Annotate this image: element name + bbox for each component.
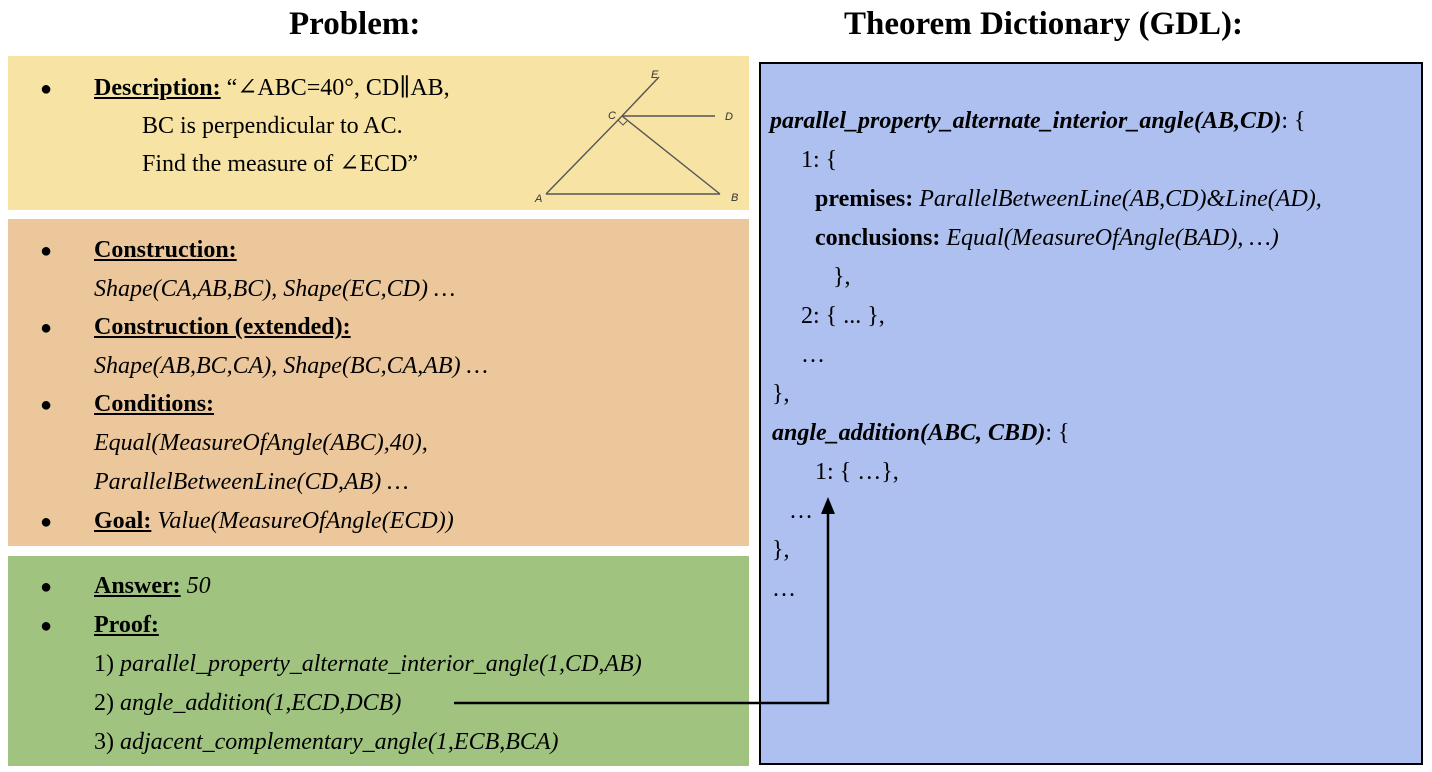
right-angle-mark — [617, 119, 628, 126]
gdl-theorem-2-name: angle_addition(ABC, CBD) — [772, 420, 1046, 446]
gdl-close-t2: }, — [772, 537, 790, 563]
description-line-1: Description: “∠ABC=40°, CD∥AB, — [94, 73, 450, 103]
segment-ce — [621, 76, 660, 117]
proof-step-num: 1) — [94, 651, 114, 677]
point-label-a: A — [534, 193, 542, 205]
proof-step-text: angle_addition(1,ECD,DCB) — [120, 690, 402, 716]
gdl-conclusions-value: Equal(MeasureOfAngle(BAD), …) — [946, 225, 1279, 251]
gdl-premises-line: premises: ParallelBetweenLine(AB,CD)&Lin… — [815, 184, 1322, 214]
gdl-premises-label: premises: — [815, 186, 914, 212]
gdl-panel: parallel_property_alternate_interior_ang… — [759, 62, 1423, 765]
proof-label: Proof: — [94, 612, 159, 638]
gdl-close-t1: }, — [772, 381, 790, 407]
geometry-figure: E C D A B — [534, 69, 738, 205]
point-label-c: C — [608, 110, 616, 122]
point-label-d: D — [725, 111, 733, 123]
gdl-t2-key-1: 1: { …}, — [815, 459, 899, 485]
segment-ac — [545, 115, 623, 195]
construction-label: Construction: — [94, 235, 237, 265]
gdl-theorem-1-name: parallel_property_alternate_interior_ang… — [770, 108, 1282, 134]
problem-heading: Problem: — [289, 6, 421, 42]
description-line-2: BC is perpendicular to AC. — [142, 113, 403, 139]
gdl-conclusions-label: conclusions: — [815, 225, 941, 251]
answer-value: 50 — [186, 573, 211, 599]
bullet-icon: ● — [40, 240, 53, 262]
bullet-icon: ● — [40, 78, 53, 100]
construction-extended-label: Construction (extended): — [94, 312, 351, 342]
proof-step-2: 2) angle_addition(1,ECD,DCB) — [94, 688, 401, 718]
proof-step-text: parallel_property_alternate_interior_ang… — [120, 651, 642, 677]
gdl-t1-key-2: 2: { ... }, — [801, 303, 885, 329]
description-panel: ● Description: “∠ABC=40°, CD∥AB, BC is p… — [8, 56, 749, 210]
conditions-label-text: Conditions: — [94, 391, 215, 417]
gdl-t2-more: … — [789, 498, 813, 524]
proof-step-num: 2) — [94, 690, 114, 716]
point-label-b: B — [731, 192, 738, 204]
gdl-more: … — [772, 576, 796, 602]
gdl-theorem-2-colon: : { — [1045, 420, 1070, 446]
goal-value: Value(MeasureOfAngle(ECD)) — [157, 508, 454, 534]
gdl-close-inner: }, — [833, 264, 851, 290]
point-label-e: E — [651, 69, 659, 81]
proof-step-text: adjacent_complementary_angle(1,ECB,BCA) — [120, 729, 559, 755]
gdl-t1-key-1: 1: { — [801, 147, 838, 173]
construction-value: Shape(CA,AB,BC), Shape(EC,CD) … — [94, 276, 456, 302]
answer-panel: ● Answer: 50 ● Proof: 1) parallel_proper… — [8, 556, 749, 766]
construction-extended-value: Shape(AB,BC,CA), Shape(BC,CA,AB) … — [94, 353, 488, 379]
description-text-1: “∠ABC=40°, CD∥AB, — [226, 75, 450, 101]
bullet-icon: ● — [40, 394, 53, 416]
gdl-heading: Theorem Dictionary (GDL): — [844, 6, 1243, 42]
description-label: Description: — [94, 75, 221, 101]
description-line-3: Find the measure of ∠ECD” — [142, 151, 419, 177]
goal-line: Goal: Value(MeasureOfAngle(ECD)) — [94, 506, 454, 536]
conditions-value-2: ParallelBetweenLine(CD,AB) … — [94, 469, 409, 495]
conditions-value-1: Equal(MeasureOfAngle(ABC),40), — [94, 430, 428, 456]
answer-label: Answer: — [94, 573, 181, 599]
gdl-t1-more: … — [801, 342, 825, 368]
gdl-theorem-1-header: parallel_property_alternate_interior_ang… — [770, 106, 1306, 136]
gdl-theorem-2-header: angle_addition(ABC, CBD): { — [772, 418, 1070, 448]
bullet-icon: ● — [40, 317, 53, 339]
bullet-icon: ● — [40, 615, 53, 637]
construction-extended-label-text: Construction (extended): — [94, 314, 351, 340]
gdl-premises-value: ParallelBetweenLine(AB,CD)&Line(AD), — [919, 186, 1322, 212]
gdl-theorem-1-colon: : { — [1281, 108, 1306, 134]
goal-label: Goal: — [94, 508, 152, 534]
answer-line: Answer: 50 — [94, 571, 211, 601]
proof-label-line: Proof: — [94, 610, 159, 640]
construction-label-text: Construction: — [94, 237, 237, 263]
bullet-icon: ● — [40, 576, 53, 598]
proof-step-1: 1) parallel_property_alternate_interior_… — [94, 649, 642, 679]
bullet-icon: ● — [40, 511, 53, 533]
construction-panel: ● Construction: Shape(CA,AB,BC), Shape(E… — [8, 219, 749, 546]
conditions-label: Conditions: — [94, 389, 214, 419]
gdl-conclusions-line: conclusions: Equal(MeasureOfAngle(BAD), … — [815, 223, 1279, 253]
proof-step-num: 3) — [94, 729, 114, 755]
segment-cb — [621, 115, 721, 195]
proof-step-3: 3) adjacent_complementary_angle(1,ECB,BC… — [94, 727, 559, 757]
